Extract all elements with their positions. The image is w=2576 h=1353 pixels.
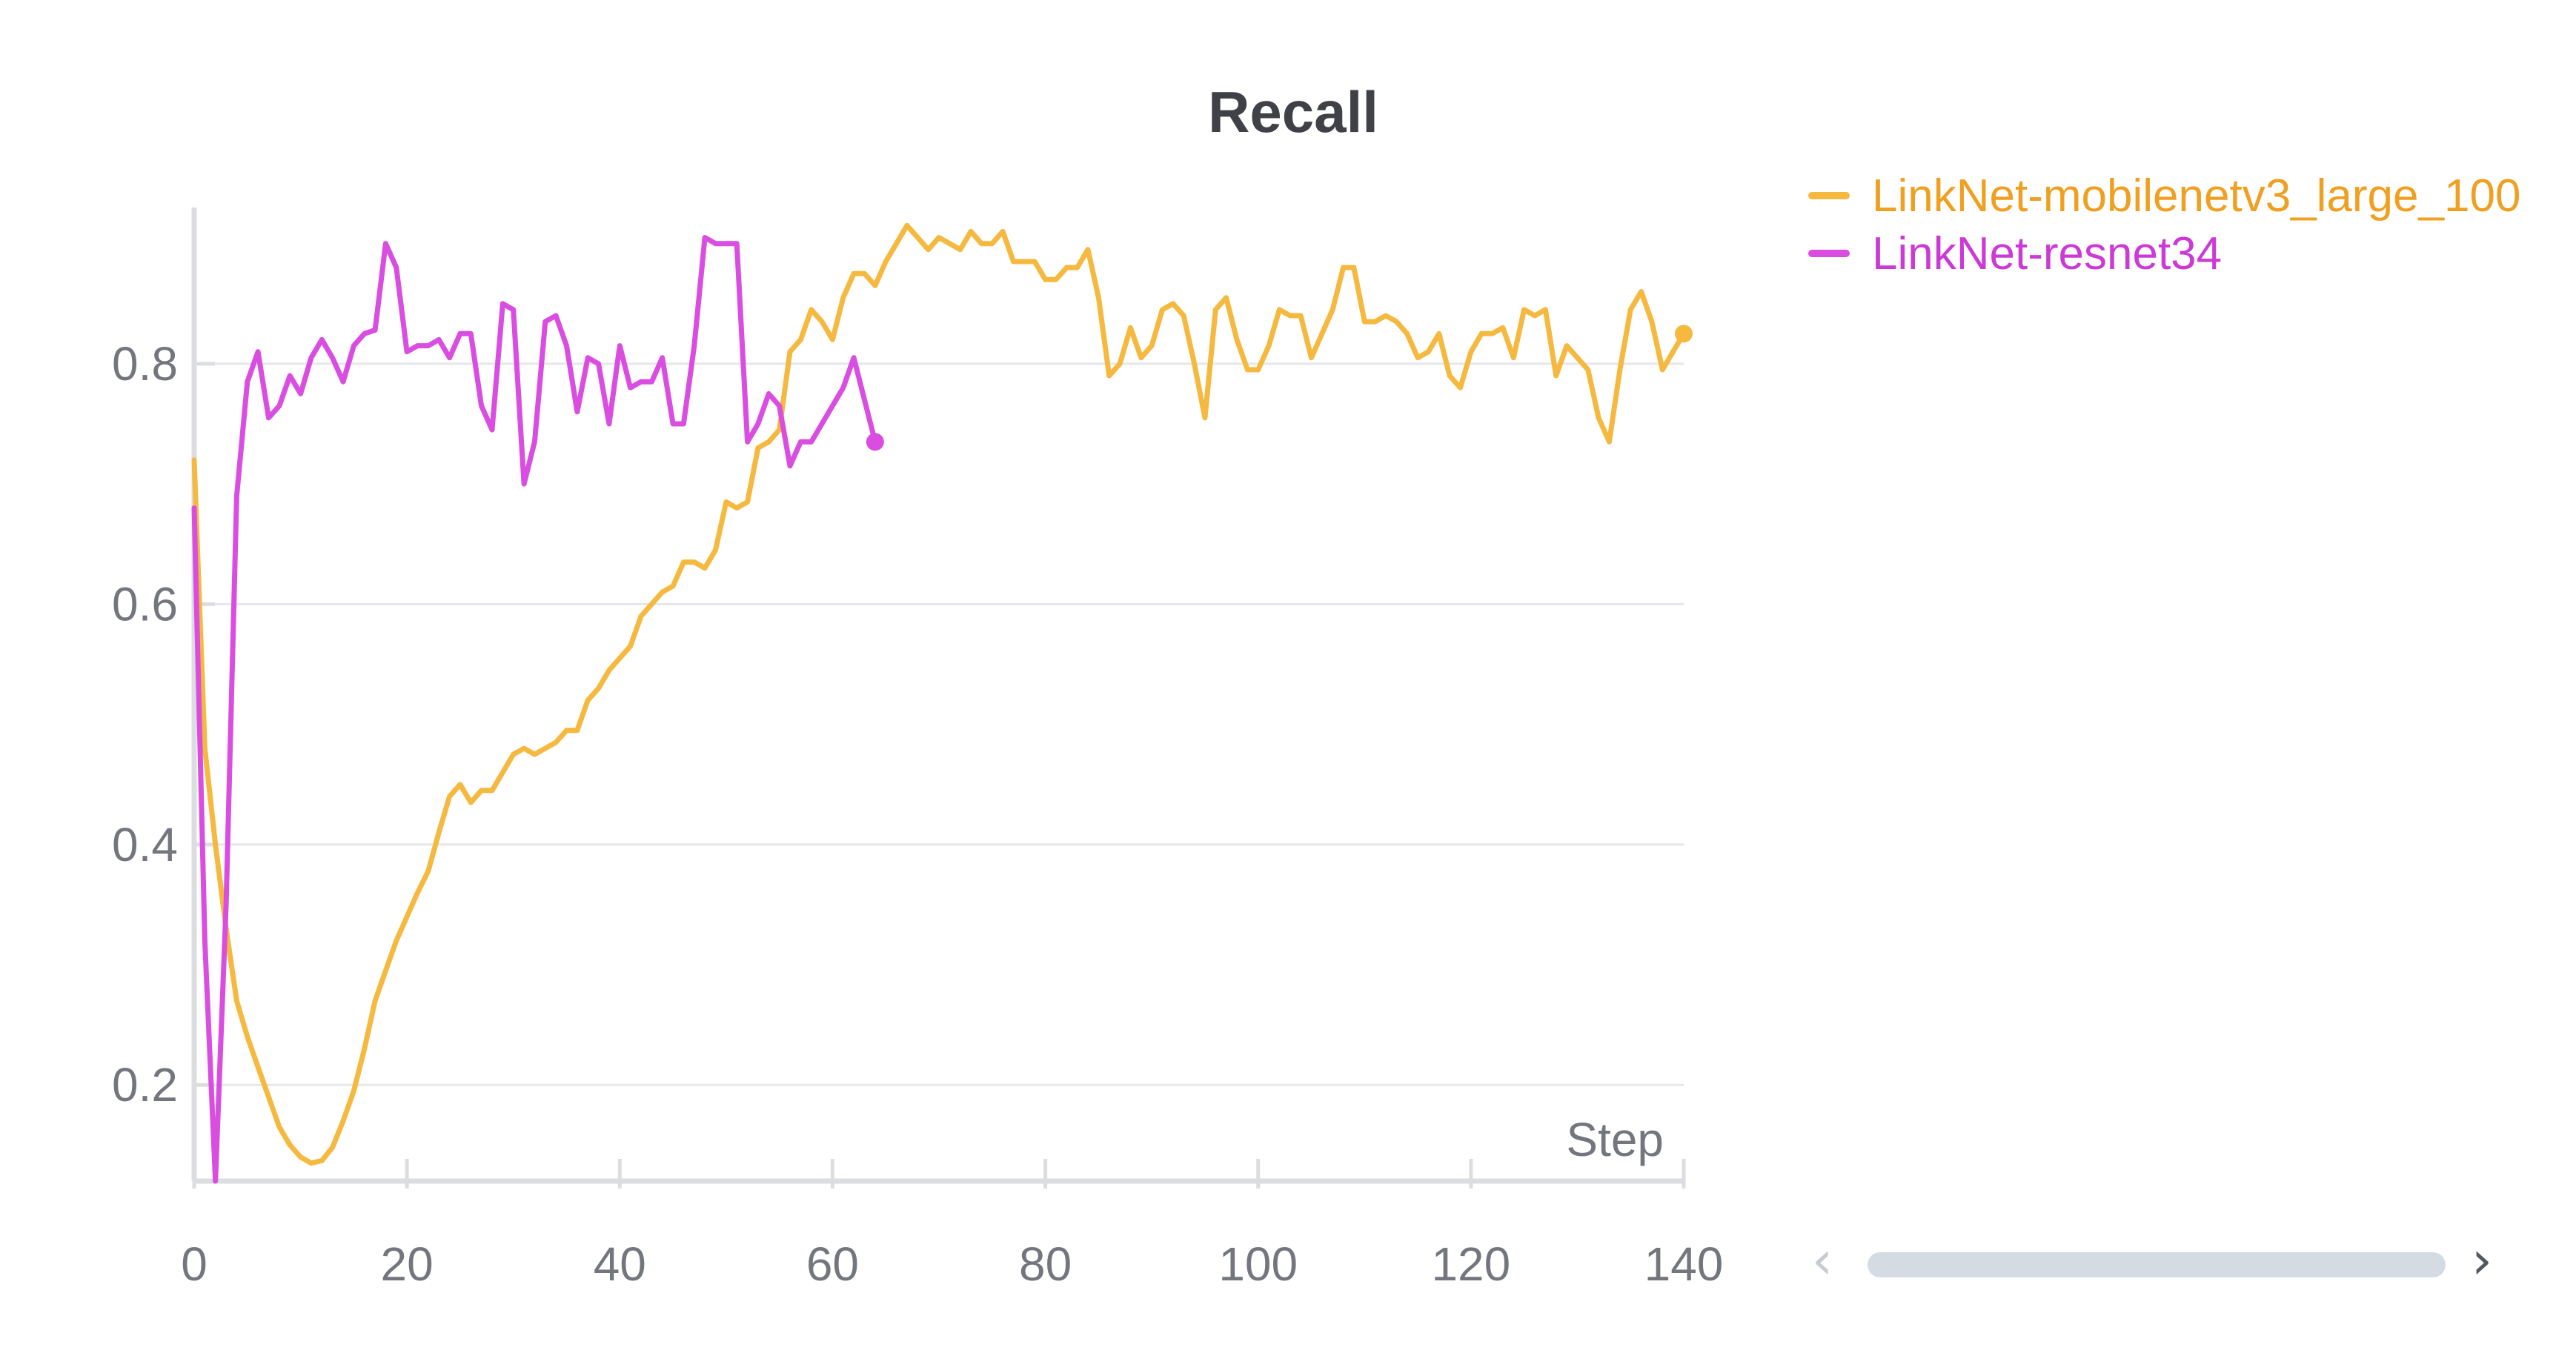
y-axis-ticks: 0.2 0.4 0.6 0.8	[112, 337, 215, 1111]
series-0	[191, 222, 1693, 1166]
chevron-right-icon[interactable]: ›	[2472, 1230, 2492, 1291]
x-tick-label: 40	[594, 1237, 646, 1291]
grid-lines	[194, 362, 1684, 1086]
x-tick-label: 20	[381, 1237, 434, 1291]
series-end-point	[866, 433, 884, 451]
legend-label: LinkNet-mobilenetv3_large_100	[1872, 170, 2520, 222]
y-tick-label: 0.4	[112, 818, 178, 871]
series-line	[191, 222, 1687, 1166]
x-tick-label: 140	[1644, 1237, 1724, 1291]
legend-item-mobilenet[interactable]: LinkNet-mobilenetv3_large_100	[1808, 167, 2520, 225]
y-tick-label: 0.2	[112, 1058, 178, 1111]
series-line	[191, 235, 878, 1184]
legend: LinkNet-mobilenetv3_large_100 LinkNet-re…	[1808, 167, 2520, 282]
legend-label: LinkNet-resnet34	[1872, 227, 2223, 279]
x-axis-label: Step	[1566, 1113, 1664, 1166]
series-1	[191, 235, 884, 1184]
y-tick-label: 0.8	[112, 337, 178, 390]
axes	[191, 207, 1684, 1184]
legend-swatch	[1808, 192, 1850, 199]
chevron-left-icon[interactable]: ‹	[1812, 1230, 1833, 1291]
x-axis-ticks: 0 20 40 60 80 100 120 140	[181, 1159, 1723, 1291]
chart-title: Recall	[1208, 79, 1378, 144]
x-tick-label: 100	[1218, 1237, 1298, 1291]
legend-scrollbar[interactable]	[1868, 1252, 2446, 1277]
x-tick-label: 80	[1019, 1237, 1072, 1291]
x-tick-label: 0	[181, 1237, 208, 1291]
x-tick-label: 120	[1431, 1237, 1510, 1291]
y-tick-label: 0.6	[112, 577, 178, 631]
series-end-point	[1675, 325, 1693, 343]
series-lines	[191, 222, 1693, 1184]
x-tick-label: 60	[806, 1237, 859, 1291]
legend-item-resnet34[interactable]: LinkNet-resnet34	[1808, 225, 2520, 282]
legend-swatch	[1808, 250, 1850, 257]
